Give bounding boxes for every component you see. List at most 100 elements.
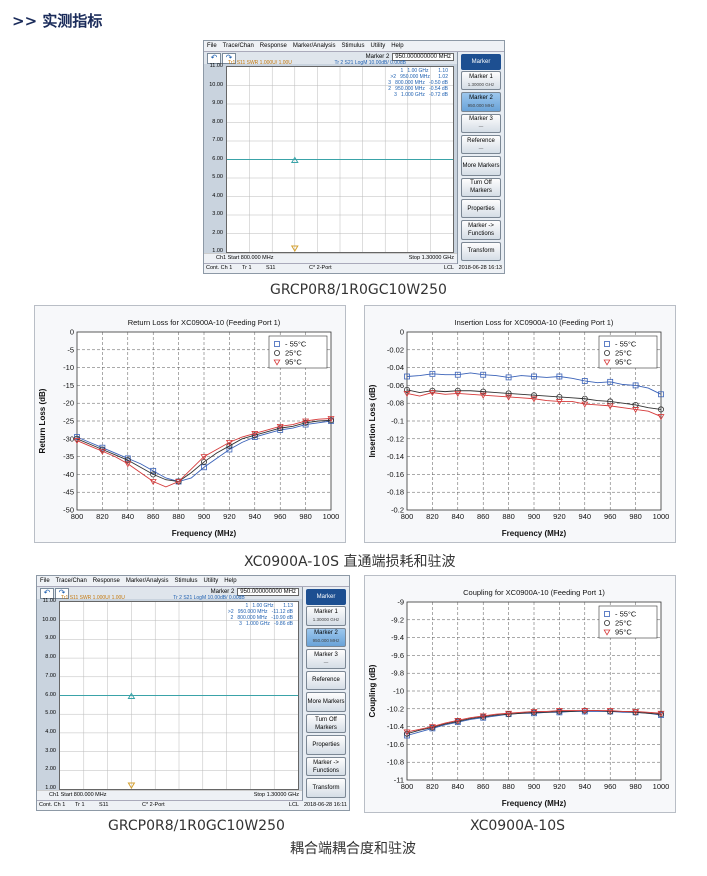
status-param: S11 (99, 802, 109, 808)
softkey-button[interactable]: Reference — (461, 135, 501, 155)
status-cont: Cont. Ch 1 (39, 802, 66, 808)
x-tick-label: 920 (553, 782, 566, 791)
y-tick-label: -0.08 (387, 399, 404, 408)
vna-plot-svg (227, 67, 453, 252)
vna-plot-area[interactable] (226, 66, 454, 253)
trace2-header[interactable]: Tr 2 S21 LogM 10.00dB/ 0.00dB (173, 595, 245, 601)
y-tick-label: -0.1 (391, 417, 404, 426)
softkey-button[interactable]: More Markers (461, 156, 501, 176)
data-point (530, 709, 538, 716)
data-point (454, 717, 462, 724)
return-loss-chart: 800 820 840 860 880 900 920 940 960 980 1000 0 -5 -10… (34, 305, 346, 543)
x-tick-label: 800 (401, 782, 414, 791)
vna-y-tick-label: 4.00 (45, 728, 56, 735)
x-tick-label: 840 (452, 512, 465, 521)
y-tick-label: -9.6 (391, 651, 404, 660)
softkey-button[interactable]: Marker 1 1.30000 GHz (461, 71, 501, 91)
vna-y-tick-label: 9.00 (212, 100, 223, 106)
data-point (150, 471, 157, 478)
softkey-button[interactable]: More Markers (306, 692, 346, 712)
softkey-button[interactable]: Reference (306, 670, 346, 691)
sweep-start-label[interactable]: Ch1 Start 800.000 MHz (216, 255, 274, 261)
vna-menu-item[interactable]: Trace/Chan (55, 578, 87, 584)
data-point (632, 407, 640, 414)
x-tick-label: 1000 (653, 782, 670, 791)
vna-menu-item[interactable]: Response (259, 43, 287, 49)
legend-label: - 55°C (615, 610, 637, 619)
data-point (251, 432, 258, 439)
vna-menu-item[interactable]: File (40, 578, 50, 584)
vna-menu-item[interactable]: File (207, 43, 217, 49)
legend-marker (273, 350, 280, 357)
data-point (454, 391, 462, 398)
data-point (404, 730, 411, 737)
vna-menu-item[interactable]: Stimulus (341, 43, 365, 49)
y-tick-label: -10 (393, 687, 404, 696)
data-point (302, 418, 310, 425)
vna-menu-item[interactable]: Marker/Analysis (125, 578, 169, 584)
softkey-button[interactable]: Marker -> Functions (461, 220, 501, 240)
softkey-button[interactable]: Turn Off Markers (461, 177, 501, 197)
softkey-button[interactable]: Marker -> Functions (306, 756, 346, 777)
sweep-start-label[interactable]: Ch1 Start 800.000 MHz (49, 792, 107, 798)
data-point (581, 395, 588, 402)
vna-y-tick-label: 1.00 (212, 248, 223, 254)
trace1-header[interactable]: Tr1 S11 SWR 1.000U/ 1.00U (61, 595, 125, 601)
data-point (530, 396, 538, 403)
vna-menu-item[interactable]: Help (391, 43, 404, 49)
y-tick-label: -0.02 (387, 345, 404, 354)
y-tick-label: 0 (70, 328, 74, 337)
x-axis-label: Frequency (MHz) (502, 529, 567, 538)
data-point (327, 417, 334, 424)
vna-y-tick-label: 1.00 (45, 785, 56, 791)
data-point (606, 708, 614, 715)
vna-menu-item[interactable]: Utility (203, 578, 219, 584)
y-tick-label: 0 (400, 328, 404, 337)
marker-label: Marker 2 (365, 54, 390, 60)
x-tick-label: 880 (172, 512, 185, 521)
marker-value-field[interactable]: 950.000000000 MHz (237, 588, 299, 596)
legend-label: 95°C (285, 358, 302, 367)
caption-top: GRCP0R8/1R0GC10W250 (270, 282, 447, 298)
vna-menu-item[interactable]: Help (224, 578, 237, 584)
softkey-button[interactable]: Marker 2 950.000 MHz (306, 627, 346, 648)
sweep-stop-label[interactable]: Stop 1.30000 GHz (253, 792, 299, 798)
vna-menu-item[interactable]: Utility (370, 43, 386, 49)
vna-y-tick-label: 8.00 (45, 654, 56, 661)
y-tick-label: -0.16 (387, 470, 404, 479)
trace1-header[interactable]: Tr1 S11 SWR 1.000U/ 1.00U (228, 60, 292, 66)
x-tick-label: 900 (198, 512, 211, 521)
softkey-button[interactable]: Transform (461, 241, 501, 261)
softkey-button[interactable]: Properties (461, 199, 501, 219)
caption-bottom-center: 耦合端耦合度和驻波 (290, 841, 416, 857)
vna-menu-item[interactable]: Marker/Analysis (292, 43, 336, 49)
vna-menu-item[interactable]: Trace/Chan (222, 43, 254, 49)
softkey-button[interactable]: Marker 3— (461, 113, 501, 133)
data-point (302, 421, 309, 428)
data-point (454, 371, 461, 378)
trace2-header[interactable]: Tr 2 S21 LogM 10.00dB/ 0.00dB (334, 60, 406, 66)
undo-icon[interactable]: ↶ (207, 53, 221, 64)
y-tick-label: -9.2 (391, 615, 404, 624)
vna-y-tick-label: 2.00 (45, 766, 56, 773)
legend-label: 95°C (615, 628, 632, 637)
x-tick-label: 900 (528, 782, 541, 791)
data-point (428, 724, 436, 731)
softkey-button[interactable]: Properties (306, 735, 346, 755)
softkey-button[interactable]: Turn Off Markers (306, 713, 346, 734)
softkey-button[interactable]: Marker 1 1.30000 GHz (306, 606, 346, 626)
y-tick-label: -9.8 (391, 669, 404, 678)
data-point (657, 414, 665, 421)
insertion-loss-chart: 800 820 840 860 880 900 920 940 960 980 1000 0 -0.02… (364, 305, 676, 543)
redo-icon[interactable]: ↷ (55, 588, 69, 599)
softkey-button[interactable]: Marker 3— (306, 649, 346, 669)
vna-menu-item[interactable]: Response (92, 578, 120, 584)
vna-menu-item[interactable]: Stimulus (174, 578, 198, 584)
redo-icon[interactable]: ↷ (222, 53, 236, 64)
sweep-stop-label[interactable]: Stop 1.30000 GHz (408, 255, 454, 261)
softkey-button[interactable]: Marker 2 950.000 MHz (461, 92, 501, 112)
vna-plot-area[interactable] (59, 601, 299, 790)
softkey-button[interactable]: Transform (306, 778, 346, 798)
marker-value-field[interactable]: 950.000000000 MHz (392, 53, 454, 61)
undo-icon[interactable]: ↶ (40, 588, 54, 599)
